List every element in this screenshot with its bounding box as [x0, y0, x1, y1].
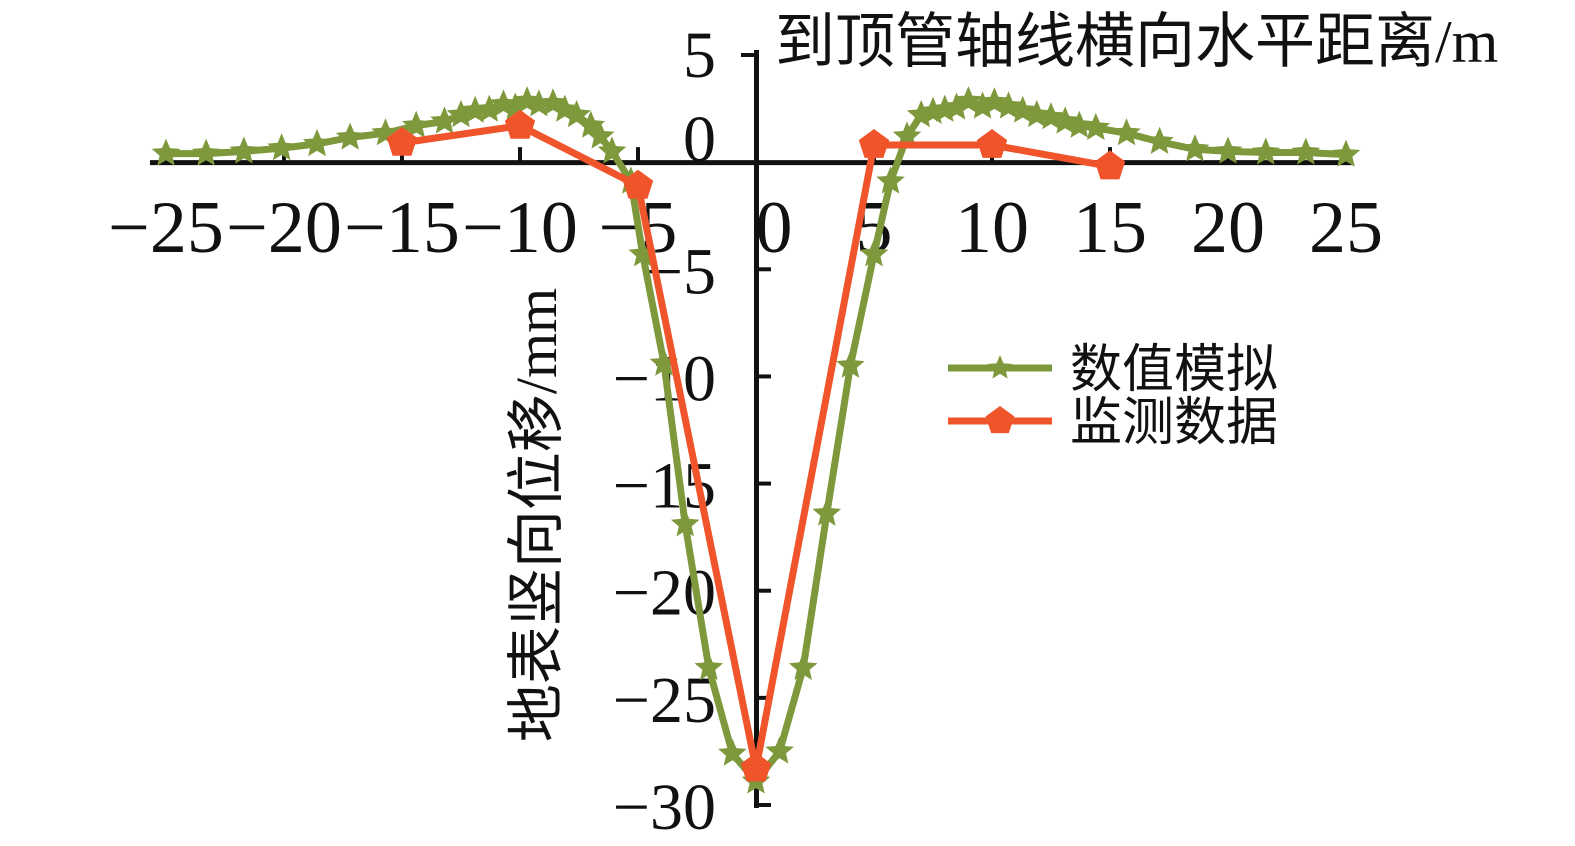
- simulation-star-marker: [788, 652, 818, 680]
- y-tick-label: 0: [683, 103, 716, 176]
- simulation-star-marker: [694, 652, 724, 680]
- simulation-star-marker: [191, 138, 221, 166]
- simulation-star-marker: [302, 128, 332, 157]
- simulation-star-marker: [151, 138, 181, 166]
- simulation-star-marker: [335, 122, 365, 150]
- simulation-star-marker: [1331, 139, 1361, 167]
- simulation-star-marker: [876, 166, 905, 194]
- monitoring-pentagon-marker: [976, 129, 1008, 158]
- simulation-star-marker: [586, 121, 615, 149]
- chart-title: 到顶管轴线横向水平距离/m: [775, 9, 1498, 75]
- x-tick-label: 0: [756, 187, 793, 269]
- x-tick-label: −20: [226, 187, 342, 269]
- simulation-star-marker: [401, 110, 431, 138]
- simulation-star-marker: [968, 91, 997, 119]
- monitoring-pentagon-marker: [740, 752, 772, 782]
- legend-monitoring-pentagon-icon: [985, 406, 1015, 434]
- monitoring-pentagon-marker: [858, 129, 890, 158]
- y-tick-label: −30: [613, 771, 716, 844]
- simulation-star-marker: [1065, 110, 1094, 138]
- legend: 数值模拟 监测数据: [948, 342, 1278, 452]
- legend-simulation-label: 数值模拟: [1070, 342, 1278, 399]
- simulation-star-marker: [1081, 112, 1111, 140]
- simulation-star-marker: [1145, 126, 1174, 154]
- y-tick-label: −25: [613, 664, 716, 737]
- monitoring-pentagon-marker: [1094, 150, 1126, 180]
- simulation-star-marker: [628, 239, 657, 267]
- simulation-star-marker: [1251, 137, 1280, 165]
- simulation-star-marker: [718, 738, 747, 766]
- simulation-star-marker: [1291, 137, 1321, 165]
- x-tick-label: −15: [344, 187, 460, 269]
- x-tick-label: 15: [1073, 187, 1147, 269]
- simulation-star-marker: [836, 350, 865, 378]
- simulation-star-marker: [229, 136, 259, 164]
- simulation-star-marker: [597, 136, 627, 164]
- legend-simulation-star-icon: [987, 355, 1013, 379]
- simulation-star-marker: [812, 498, 842, 526]
- monitoring-pentagon-marker: [386, 126, 418, 156]
- x-tick-label: −10: [462, 187, 578, 269]
- x-tick-label: 20: [1191, 187, 1265, 269]
- simulation-star-marker: [670, 509, 700, 537]
- y-tick-label: 5: [683, 19, 716, 92]
- monitoring-pentagon-marker: [622, 169, 654, 199]
- y-axis-title: 地表竖向位移/mm: [504, 288, 569, 742]
- simulation-star-marker: [562, 100, 591, 128]
- axes-layer: −25 −20 −15 −10 −5 0 5 10 15 20 2550−5−10−15−20−25…: [108, 19, 1383, 844]
- x-tick-label: 25: [1309, 187, 1383, 269]
- simulation-star-marker: [1213, 136, 1243, 164]
- x-tick-label: 10: [955, 187, 1029, 269]
- simulation-star-marker: [765, 736, 794, 764]
- simulation-star-marker: [430, 106, 459, 134]
- simulation-star-marker: [859, 239, 889, 267]
- simulation-star-marker: [267, 133, 296, 161]
- simulation-star-marker: [649, 348, 679, 376]
- simulation-star-marker: [1022, 100, 1052, 128]
- simulation-star-marker: [1112, 118, 1141, 146]
- x-tick-label: −25: [108, 187, 224, 269]
- monitoring-pentagon-marker: [504, 109, 536, 139]
- series-layer: [151, 86, 1361, 794]
- simulation-star-marker: [942, 92, 971, 120]
- legend-monitoring-label: 监测数据: [1070, 395, 1278, 452]
- simulation-star-marker: [1180, 134, 1210, 162]
